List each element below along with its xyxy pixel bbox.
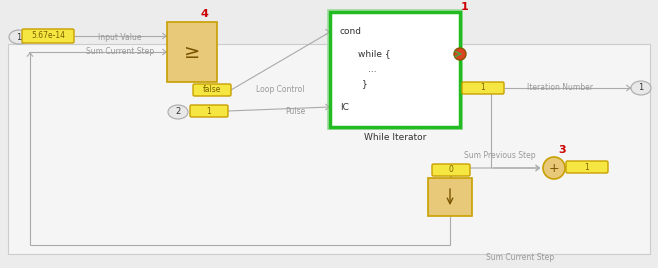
Text: 0: 0 [449, 166, 453, 174]
Text: 2: 2 [176, 107, 181, 117]
FancyBboxPatch shape [22, 29, 74, 43]
FancyBboxPatch shape [8, 44, 650, 254]
FancyBboxPatch shape [327, 9, 463, 130]
Text: 4: 4 [201, 9, 209, 19]
Circle shape [454, 48, 466, 60]
Text: Iteration Number: Iteration Number [527, 84, 593, 92]
Text: while {: while { [358, 50, 391, 58]
FancyBboxPatch shape [428, 178, 472, 216]
Circle shape [543, 157, 565, 179]
Text: Input Value: Input Value [98, 32, 141, 42]
Text: While Iterator: While Iterator [364, 132, 426, 142]
Text: }: } [362, 80, 368, 88]
FancyBboxPatch shape [190, 105, 228, 117]
Text: 3: 3 [558, 145, 566, 155]
FancyBboxPatch shape [432, 164, 470, 176]
Ellipse shape [631, 81, 651, 95]
Text: +: + [549, 162, 559, 176]
Text: false: false [203, 85, 221, 95]
Text: Sum Current Step: Sum Current Step [86, 47, 154, 57]
Text: 1: 1 [638, 84, 644, 92]
Text: 1: 1 [16, 32, 22, 42]
Ellipse shape [168, 105, 188, 119]
FancyBboxPatch shape [193, 84, 231, 96]
FancyBboxPatch shape [167, 22, 217, 82]
Text: Sum Previous Step: Sum Previous Step [464, 151, 536, 159]
Text: 1: 1 [584, 162, 590, 172]
Text: Pulse: Pulse [285, 106, 305, 116]
FancyBboxPatch shape [462, 82, 504, 94]
Text: Sum Current Step: Sum Current Step [486, 252, 554, 262]
Ellipse shape [9, 30, 29, 44]
Text: ≥: ≥ [184, 43, 200, 61]
Text: 1: 1 [461, 2, 469, 12]
Text: 5.67e-14: 5.67e-14 [31, 32, 65, 40]
Text: ...: ... [368, 65, 376, 75]
FancyBboxPatch shape [566, 161, 608, 173]
Text: cond: cond [340, 28, 362, 36]
FancyBboxPatch shape [330, 12, 460, 127]
Text: Loop Control: Loop Control [256, 85, 304, 95]
Text: 1: 1 [207, 106, 211, 116]
Text: 1: 1 [480, 84, 486, 92]
Text: IC: IC [340, 102, 349, 111]
